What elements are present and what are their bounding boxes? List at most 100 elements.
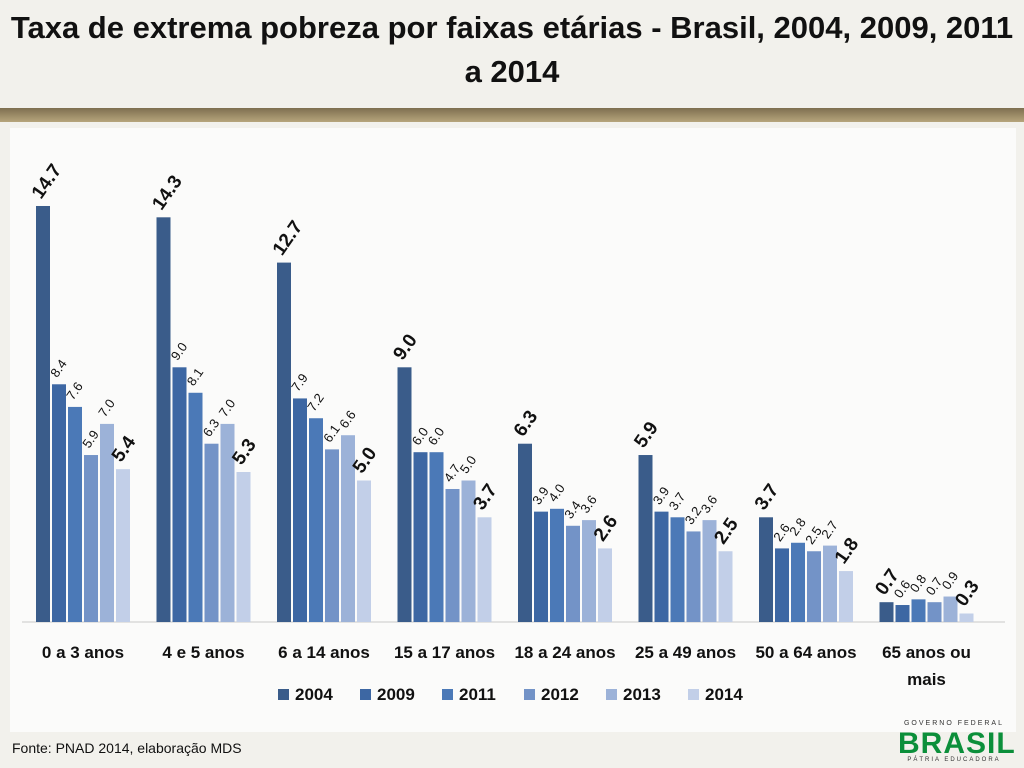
category-label-6: 50 a 64 anos — [755, 643, 856, 662]
bar-2009-6 — [775, 548, 789, 622]
category-label-2: 6 a 14 anos — [278, 643, 370, 662]
bar-2009-0 — [52, 384, 66, 622]
bar-2012-0 — [84, 455, 98, 622]
category-label-0: 0 a 3 anos — [42, 643, 124, 662]
page-title: Taxa de extrema pobreza por faixas etári… — [10, 10, 1014, 89]
legend-label-2004: 2004 — [295, 685, 333, 704]
bar-2013-5 — [702, 520, 717, 622]
logo-bottom-text: PÁTRIA EDUCADORA — [907, 757, 1001, 763]
category-label-5: 25 a 49 anos — [635, 643, 736, 662]
bar-2013-6 — [823, 545, 837, 622]
header-divider — [0, 108, 1024, 122]
bar-2013-0 — [100, 423, 114, 622]
bar-2004-6 — [759, 517, 773, 622]
data-label-2004-4: 6.3 — [510, 407, 542, 441]
government-logo: GOVERNO FEDERAL BRASIL PÁTRIA EDUCADORA — [898, 718, 1016, 766]
data-label-2004-3: 9.0 — [389, 330, 421, 364]
bar-2012-5 — [686, 531, 701, 622]
bar-2011-5 — [670, 517, 685, 622]
data-label-2009-2: 7.9 — [288, 371, 311, 394]
bar-2012-7 — [927, 602, 942, 622]
bar-2012-6 — [807, 551, 821, 622]
logo-main-text: BRASIL — [898, 727, 1016, 760]
category-label-7: 65 anos ou mais — [882, 643, 971, 689]
bar-2012-3 — [445, 488, 460, 622]
legend-label-2011: 2011 — [459, 685, 496, 704]
bar-2014-7 — [959, 613, 974, 622]
data-label-2012-1: 6.3 — [200, 416, 223, 439]
bar-2004-7 — [879, 602, 894, 622]
legend-swatch-2009 — [360, 689, 371, 700]
chart-area: 14.7 8.4 7.6 5.9 7.0 5.4 0 a 3 anos 14.3 9.0 8.1 6… — [10, 128, 1016, 732]
bar-2013-3 — [461, 480, 476, 622]
bar-2012-2 — [325, 449, 339, 622]
data-label-2013-0: 7.0 — [95, 396, 118, 419]
data-label-2013-1: 7.0 — [216, 396, 239, 419]
legend-label-2009: 2009 — [377, 685, 415, 704]
data-label-2009-1: 9.0 — [168, 340, 191, 363]
data-label-2013-4: 3.6 — [577, 492, 600, 515]
bar-2013-7 — [943, 596, 958, 622]
data-label-2004-0: 14.7 — [28, 161, 66, 203]
category-label-4: 18 a 24 anos — [514, 643, 615, 662]
category-label-3: 15 a 17 anos — [394, 643, 495, 662]
bar-2009-1 — [172, 367, 187, 622]
bar-2014-3 — [477, 517, 492, 622]
bar-2014-5 — [718, 551, 733, 622]
bar-2014-1 — [236, 472, 251, 622]
data-label-2011-1: 8.1 — [184, 365, 207, 388]
bar-2011-7 — [911, 599, 926, 622]
bar-2012-4 — [566, 525, 580, 622]
category-label-line: mais — [907, 670, 946, 689]
bar-2011-3 — [429, 452, 444, 622]
data-label-2004-1: 14.3 — [148, 172, 186, 214]
bar-2004-2 — [277, 262, 291, 622]
bar-2004-0 — [36, 205, 50, 622]
data-label-2013-2: 6.6 — [336, 408, 359, 431]
data-label-2004-6: 3.7 — [751, 480, 783, 514]
bar-2004-3 — [397, 367, 412, 622]
logo-top-text: GOVERNO FEDERAL — [903, 720, 1004, 727]
bar-2013-4 — [582, 520, 596, 622]
bar-2014-2 — [357, 480, 371, 622]
bar-chart: 14.78.47.65.97.05.40 a 3 anos14.39.08.16… — [22, 161, 1005, 704]
bar-2013-2 — [341, 435, 355, 622]
bar-2004-1 — [156, 217, 171, 622]
legend-swatch-2004 — [278, 689, 289, 700]
bar-2011-2 — [309, 418, 323, 622]
bar-2009-3 — [413, 452, 428, 622]
bar-2011-0 — [68, 406, 82, 622]
legend-label-2013: 2013 — [623, 685, 661, 704]
data-label-2011-3: 6.0 — [425, 425, 448, 448]
data-label-2013-6: 2.7 — [818, 518, 841, 541]
data-label-2011-4: 4.0 — [545, 481, 568, 504]
bar-2009-2 — [293, 398, 307, 622]
bar-2009-5 — [654, 511, 669, 622]
legend-label-2014: 2014 — [705, 685, 743, 704]
data-label-2012-0: 5.9 — [79, 427, 102, 450]
bar-2004-5 — [638, 455, 653, 622]
bar-2012-1 — [204, 443, 219, 622]
data-label-2011-0: 7.6 — [63, 379, 86, 402]
legend-label-2012: 2012 — [541, 685, 579, 704]
bar-2004-4 — [518, 443, 532, 622]
legend-swatch-2011 — [442, 689, 453, 700]
bar-2013-1 — [220, 423, 235, 622]
data-label-2004-5: 5.9 — [630, 418, 662, 452]
bar-2009-4 — [534, 511, 548, 622]
category-label-1: 4 e 5 anos — [162, 643, 244, 662]
bar-2011-1 — [188, 392, 203, 622]
bar-2014-4 — [598, 548, 612, 622]
category-label-line: 65 anos ou — [882, 643, 971, 662]
legend-swatch-2013 — [606, 689, 617, 700]
data-label-2004-2: 12.7 — [269, 217, 307, 259]
bar-2009-7 — [895, 605, 910, 622]
bar-2014-6 — [839, 571, 853, 622]
data-label-2011-2: 7.2 — [304, 391, 327, 414]
legend-swatch-2014 — [688, 689, 699, 700]
bar-2011-6 — [791, 542, 805, 622]
bar-2011-4 — [550, 508, 564, 622]
bar-2014-0 — [116, 469, 130, 622]
source-note: Fonte: PNAD 2014, elaboração MDS — [12, 740, 242, 756]
legend-swatch-2012 — [524, 689, 535, 700]
